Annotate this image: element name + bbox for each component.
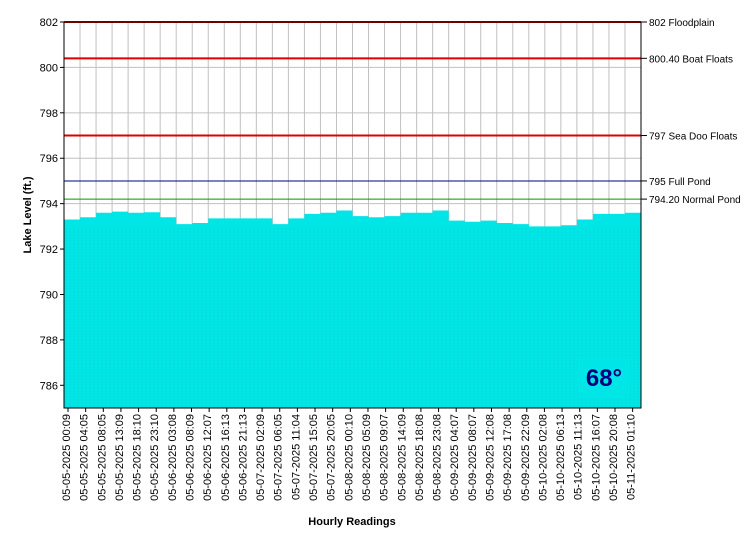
x-tick-label: 05-06-2025 12:07 — [202, 414, 214, 501]
x-tick-label: 05-06-2025 03:08 — [167, 414, 179, 501]
x-tick-label: 05-08-2025 09:07 — [379, 414, 391, 501]
y-tick-label: 786 — [40, 380, 58, 392]
x-axis-title: Hourly Readings — [308, 516, 395, 528]
x-tick-label: 05-09-2025 17:08 — [502, 414, 514, 501]
x-tick-label: 05-09-2025 04:07 — [449, 414, 461, 501]
temperature-value: 68° — [586, 365, 622, 392]
x-tick-label: 05-06-2025 21:13 — [237, 414, 249, 501]
reference-label: 802 Floodplain — [649, 18, 715, 29]
axes: 786 788 790 792 794 796 798 800 802 05-05-2025 00… — [40, 17, 642, 501]
y-tick-label: 798 — [40, 108, 58, 120]
y-tick-label: 794 — [40, 199, 58, 211]
reference-label: 794.20 Normal Pond — [649, 195, 741, 206]
x-tick-label: 05-08-2025 05:09 — [361, 414, 373, 501]
x-tick-label: 05-07-2025 15:05 — [308, 414, 320, 501]
lake-level-area — [64, 210, 641, 408]
y-tick-label: 802 — [40, 17, 58, 29]
x-tick-label: 05-10-2025 20:08 — [608, 414, 620, 501]
x-tick-label: 05-08-2025 23:08 — [432, 414, 444, 501]
reference-label: 797 Sea Doo Floats — [649, 132, 737, 143]
x-tick-label: 05-05-2025 04:05 — [79, 414, 91, 501]
x-tick-label: 05-05-2025 00:09 — [61, 414, 73, 501]
x-tick-label: 05-07-2025 02:09 — [255, 414, 267, 501]
x-tick-label: 05-05-2025 13:09 — [114, 414, 126, 501]
x-tick-label: 05-07-2025 20:05 — [326, 414, 338, 501]
x-tick-label: 05-05-2025 18:10 — [132, 414, 144, 501]
x-tick-label: 05-10-2025 02:08 — [537, 414, 549, 501]
x-tick-label: 05-06-2025 16:13 — [220, 414, 232, 501]
x-tick-label: 05-08-2025 00:10 — [343, 414, 355, 501]
x-tick-label: 05-07-2025 06:05 — [273, 414, 285, 501]
x-tick-label: 05-05-2025 08:05 — [96, 414, 108, 501]
x-tick-label: 05-09-2025 08:07 — [467, 414, 479, 501]
x-tick-label: 05-10-2025 06:13 — [555, 414, 567, 501]
x-tick-label: 05-09-2025 12:08 — [484, 414, 496, 501]
plot-frame — [63, 21, 642, 409]
x-tick-label: 05-08-2025 18:08 — [414, 414, 426, 501]
temperature-badge-background — [578, 356, 630, 398]
lake-level-series — [64, 210, 641, 408]
x-tick-label: 05-07-2025 11:04 — [290, 414, 302, 500]
x-tick-label: 05-08-2025 14:09 — [396, 414, 408, 501]
x-tick-label: 05-10-2025 16:07 — [590, 414, 602, 501]
reference-label: 795 Full Pond — [649, 177, 711, 188]
temperature-badge: 68° — [578, 356, 630, 398]
reference-label: 800.40 Boat Floats — [649, 54, 733, 65]
y-tick-label: 790 — [40, 289, 58, 301]
y-axis-title: Lake Level (ft.) — [22, 176, 34, 253]
y-tick-label: 800 — [40, 62, 58, 74]
y-tick-label: 788 — [40, 335, 58, 347]
x-tick-label: 05-06-2025 08:09 — [185, 414, 197, 501]
x-tick-label: 05-11-2025 01:10 — [626, 414, 638, 500]
x-tick-label: 05-05-2025 23:10 — [149, 414, 161, 501]
x-tick-label: 05-10-2025 11:13 — [573, 414, 585, 500]
x-tick-label: 05-09-2025 22:09 — [520, 414, 532, 501]
y-tick-label: 796 — [40, 153, 58, 165]
y-tick-label: 792 — [40, 244, 58, 256]
